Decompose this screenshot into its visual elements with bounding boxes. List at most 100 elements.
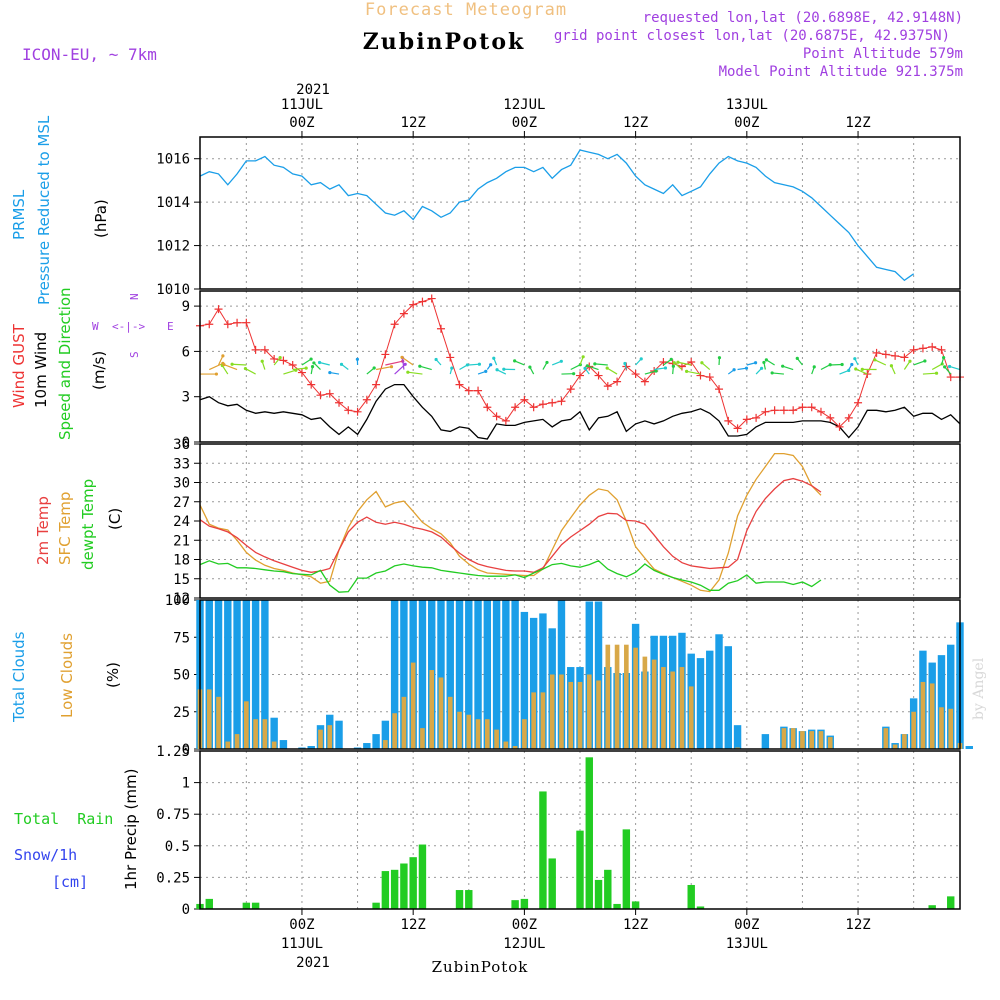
gust-marker bbox=[816, 407, 825, 416]
gust-marker bbox=[307, 380, 316, 389]
header-model: ICON-EU, ~ 7km bbox=[22, 45, 157, 64]
panel-border bbox=[199, 750, 961, 910]
low-cloud-bar bbox=[549, 674, 555, 749]
wind-arrow bbox=[407, 371, 423, 375]
wind-unit: (m/s) bbox=[90, 351, 108, 390]
rain-bar bbox=[390, 869, 399, 909]
wind-arrow-head bbox=[406, 370, 410, 374]
bottom-hour-label: 00Z bbox=[512, 917, 537, 933]
header-subtitle: Forecast Meteogram bbox=[365, 0, 567, 20]
low-cloud-bar bbox=[827, 737, 833, 749]
bottom-hour-label: 00Z bbox=[289, 917, 314, 933]
sfc-ylabel: SFC Temp bbox=[56, 492, 74, 565]
rain-bar bbox=[696, 906, 705, 909]
ytick-label: 15 bbox=[173, 572, 190, 588]
wind-arrow-head bbox=[434, 357, 438, 362]
gust-marker bbox=[436, 324, 445, 333]
ytick-label: 1014 bbox=[156, 195, 190, 211]
ytick-label: 6 bbox=[182, 344, 190, 360]
wind-arrow-head bbox=[450, 366, 454, 370]
wind-arrow-head bbox=[947, 364, 952, 369]
ytick-label: 24 bbox=[173, 514, 190, 530]
gust-marker bbox=[455, 380, 464, 389]
wind-arrow-head bbox=[812, 365, 816, 369]
rain-bar bbox=[585, 757, 593, 909]
wind-arrow bbox=[319, 361, 330, 366]
gust-marker bbox=[733, 424, 742, 433]
footer-station: ZubinPotok bbox=[432, 958, 529, 976]
rain-bar bbox=[511, 900, 519, 909]
gust-marker bbox=[390, 320, 399, 329]
bottom-hour-label: 00Z bbox=[734, 917, 759, 933]
low-cloud-bar bbox=[234, 734, 240, 749]
low-cloud-ylabel: Low Clouds bbox=[58, 633, 76, 718]
gust-ylabel: Wind GUST bbox=[10, 323, 28, 408]
wind-arrow-head bbox=[853, 357, 857, 361]
wind-arrow-head bbox=[477, 362, 482, 366]
wind-arrow-head bbox=[717, 356, 722, 360]
ytick-label: 25 bbox=[173, 705, 190, 721]
header-point-altitude: Point Altitude 579m bbox=[803, 46, 963, 62]
gust-marker bbox=[223, 320, 232, 329]
gust-marker bbox=[900, 353, 909, 362]
low-cloud-bar bbox=[596, 680, 601, 749]
wind-arrow bbox=[820, 364, 831, 371]
gust-marker bbox=[233, 318, 242, 327]
total-cloud-bar bbox=[965, 746, 973, 749]
ytick-label: 0 bbox=[182, 435, 190, 451]
dew-ylabel: dewpt Temp bbox=[79, 479, 97, 570]
gust-marker bbox=[918, 344, 927, 353]
wind-arrow-head bbox=[312, 361, 316, 365]
top-hour-label: 00Z bbox=[289, 115, 314, 131]
gust-marker bbox=[779, 406, 788, 415]
total-cloud-bar bbox=[261, 600, 269, 749]
rain-bar bbox=[594, 879, 603, 909]
gust-marker bbox=[242, 318, 251, 327]
header-requested: requested lon,lat (20.6898E, 42.9148N) bbox=[643, 10, 963, 26]
total-cloud-bar bbox=[715, 634, 723, 749]
low-cloud-bar bbox=[206, 689, 212, 749]
gust-marker bbox=[835, 422, 844, 431]
compass-arrow: <-|-> bbox=[112, 320, 145, 333]
low-cloud-bar bbox=[216, 696, 221, 749]
gust-marker bbox=[288, 360, 297, 369]
header-closest: grid point closest lon,lat (20.6875E, 42… bbox=[554, 28, 950, 44]
dewpoint-line bbox=[199, 560, 822, 593]
wind-arrow-head bbox=[513, 359, 517, 363]
total-cloud-bar bbox=[539, 613, 547, 749]
total-cloud-ylabel: Total Clouds bbox=[10, 631, 28, 723]
total-cloud-bar bbox=[242, 600, 251, 749]
low-cloud-bar bbox=[531, 692, 536, 749]
panels: 1010101210141016036912151821242730333602… bbox=[156, 136, 973, 918]
snow-ylabel: Snow/1h bbox=[14, 846, 77, 864]
low-cloud-bar bbox=[429, 670, 435, 749]
gust-marker bbox=[770, 406, 779, 415]
gust-marker bbox=[761, 407, 770, 416]
rain-bar bbox=[372, 902, 380, 909]
low-cloud-bar bbox=[624, 644, 629, 749]
gust-marker bbox=[807, 403, 816, 412]
panel-0: 1010 1012 1014 1016 bbox=[156, 137, 960, 298]
ytick-label: 0.75 bbox=[156, 807, 190, 823]
pressure-unit: (hPa) bbox=[92, 199, 110, 238]
low-cloud-bar bbox=[661, 667, 666, 749]
wind-arrow-head bbox=[495, 368, 499, 372]
wind-arrow-head bbox=[854, 367, 858, 371]
wind-arrow-head bbox=[572, 372, 576, 376]
wind-arrow-head bbox=[934, 371, 939, 375]
wind-arrow-head bbox=[654, 369, 658, 373]
wind-arrow-head bbox=[770, 371, 774, 375]
wind-arrow-head bbox=[685, 369, 689, 373]
wind-arrow-head bbox=[623, 361, 627, 366]
wind-arrow bbox=[772, 372, 784, 375]
wind-arrow-head bbox=[243, 366, 248, 371]
low-cloud-bar bbox=[605, 644, 611, 749]
wind-arrow-head bbox=[762, 360, 766, 365]
low-cloud-bar bbox=[883, 728, 889, 749]
panel-border bbox=[199, 136, 961, 290]
rain-bar bbox=[251, 902, 260, 909]
gust-marker bbox=[270, 354, 279, 363]
low-cloud-bar bbox=[568, 681, 574, 749]
wind-arrow-head bbox=[605, 366, 609, 370]
gust-marker bbox=[409, 300, 418, 309]
